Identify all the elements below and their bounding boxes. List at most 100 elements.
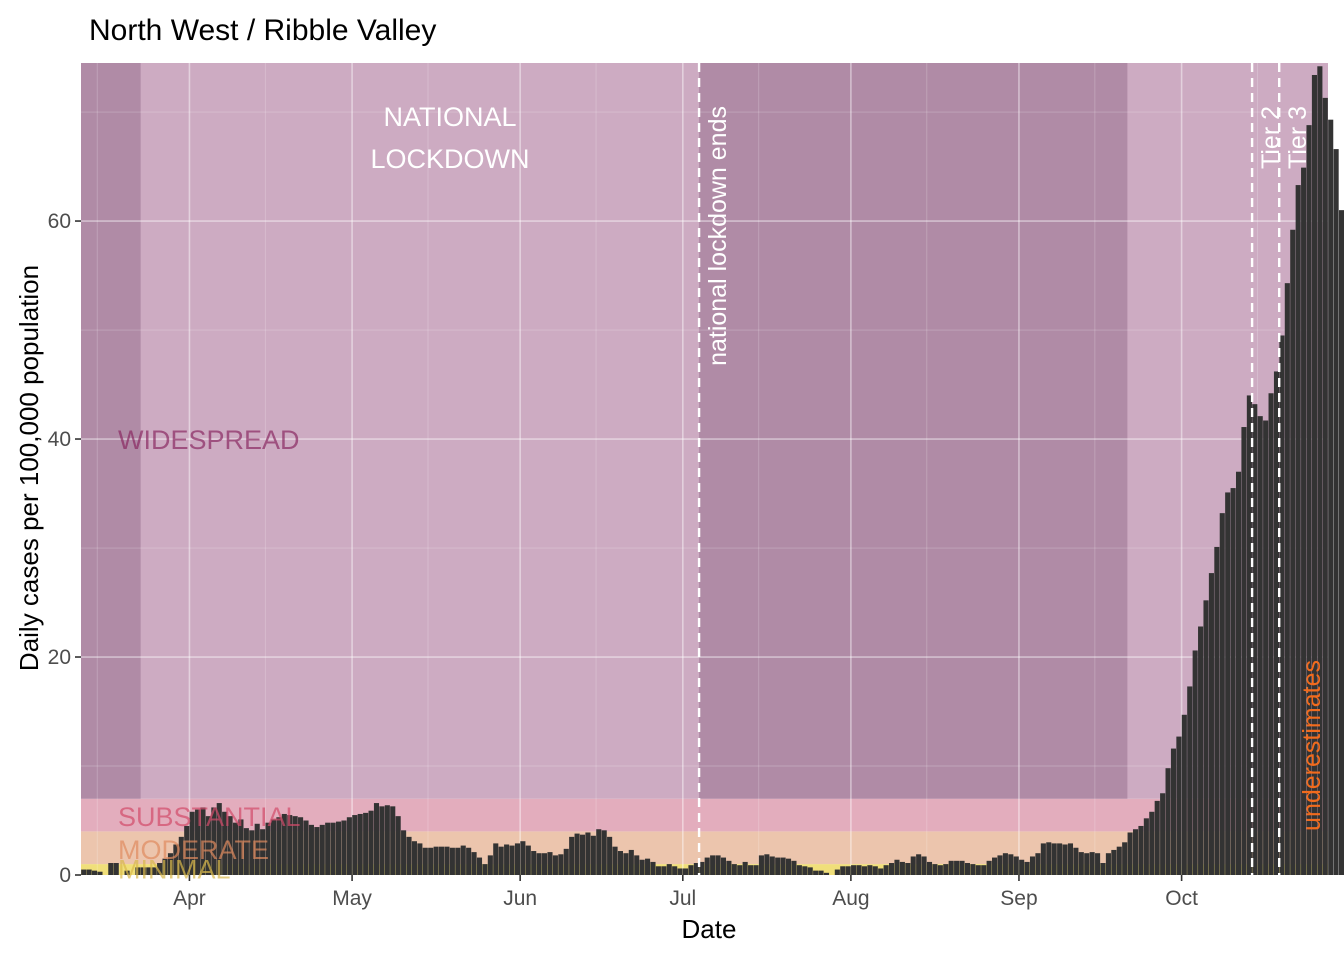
bar <box>97 871 103 875</box>
bar <box>536 853 542 875</box>
lockdown-label-line: NATIONAL <box>384 102 517 132</box>
bar <box>476 857 483 875</box>
bar <box>672 866 678 875</box>
x-tick-label: Oct <box>1165 887 1198 910</box>
bar <box>1105 853 1111 875</box>
bar <box>455 847 461 875</box>
bar <box>758 855 764 875</box>
bar <box>558 854 564 875</box>
bar <box>704 857 710 875</box>
bar <box>178 836 184 875</box>
bar <box>1268 393 1274 875</box>
bar <box>1019 859 1025 875</box>
bar <box>1322 97 1328 875</box>
band-label-substantial: SUBSTANTIAL <box>118 802 301 832</box>
bar <box>1051 843 1057 875</box>
bar <box>590 835 596 875</box>
bar <box>1241 427 1247 875</box>
bar <box>319 824 325 875</box>
bar <box>932 864 938 875</box>
bar <box>1100 863 1106 875</box>
bar <box>981 865 987 875</box>
bar <box>384 805 390 875</box>
bar <box>769 856 775 875</box>
bar <box>1230 488 1236 875</box>
bar <box>232 822 239 875</box>
bar <box>645 858 651 875</box>
bar <box>1295 185 1301 875</box>
bar <box>1273 371 1280 875</box>
band-label-moderate: MODERATE <box>118 835 269 865</box>
event-label-tier-3: Tier 3 <box>1284 106 1312 169</box>
bar <box>1067 843 1074 875</box>
bar <box>200 807 206 875</box>
bar <box>731 864 737 875</box>
bar <box>737 865 743 875</box>
bar <box>1198 626 1204 875</box>
bar <box>1013 856 1019 875</box>
bar <box>525 845 531 875</box>
band-label-minimal: MINIMAL <box>118 854 231 884</box>
bar <box>634 855 640 875</box>
bar <box>856 865 862 875</box>
bar <box>298 817 304 875</box>
bar <box>699 861 705 875</box>
bar <box>1214 546 1220 875</box>
bar <box>1176 736 1182 875</box>
bar <box>579 834 586 875</box>
bar <box>1111 849 1117 875</box>
bar <box>1192 650 1198 875</box>
bar <box>1246 395 1252 875</box>
bar <box>135 867 141 875</box>
bar <box>1149 811 1155 875</box>
bar <box>867 865 873 875</box>
bar <box>612 846 618 875</box>
band-label-widespread: WIDESPREAD <box>118 425 300 455</box>
bar <box>157 863 163 875</box>
bar <box>661 866 667 875</box>
bar <box>1029 856 1036 875</box>
bar <box>504 844 510 875</box>
x-tick-label: May <box>332 887 372 910</box>
bar <box>954 860 960 875</box>
bar <box>607 836 613 875</box>
bar <box>715 855 721 875</box>
bar <box>975 865 981 875</box>
bar <box>438 846 445 875</box>
bar <box>1095 853 1101 875</box>
bar <box>628 849 634 875</box>
bar <box>655 866 661 875</box>
bar <box>910 856 916 875</box>
x-tick-label: Apr <box>173 887 206 910</box>
bar <box>693 863 699 875</box>
bar <box>563 848 569 875</box>
band-minimal <box>81 864 1328 875</box>
bar <box>357 813 363 875</box>
bar <box>1328 119 1334 875</box>
bar <box>108 863 114 875</box>
bar <box>1181 714 1187 875</box>
bar <box>845 866 851 875</box>
bar <box>162 858 168 875</box>
bar <box>1165 768 1171 875</box>
bar <box>1122 842 1128 875</box>
bar <box>1160 793 1166 875</box>
bar <box>216 803 222 875</box>
bar <box>1154 800 1160 875</box>
bar <box>574 833 580 875</box>
bar <box>1339 210 1344 876</box>
bar <box>243 828 249 875</box>
bar <box>791 860 797 875</box>
bar <box>124 870 130 875</box>
bar <box>1170 748 1177 875</box>
bar <box>363 812 369 875</box>
bar <box>81 869 87 875</box>
bar <box>813 870 819 875</box>
bar <box>460 845 466 875</box>
bar <box>937 865 943 875</box>
bar <box>742 861 748 875</box>
bar <box>1311 74 1317 876</box>
bar <box>406 836 412 875</box>
bar <box>894 859 900 875</box>
